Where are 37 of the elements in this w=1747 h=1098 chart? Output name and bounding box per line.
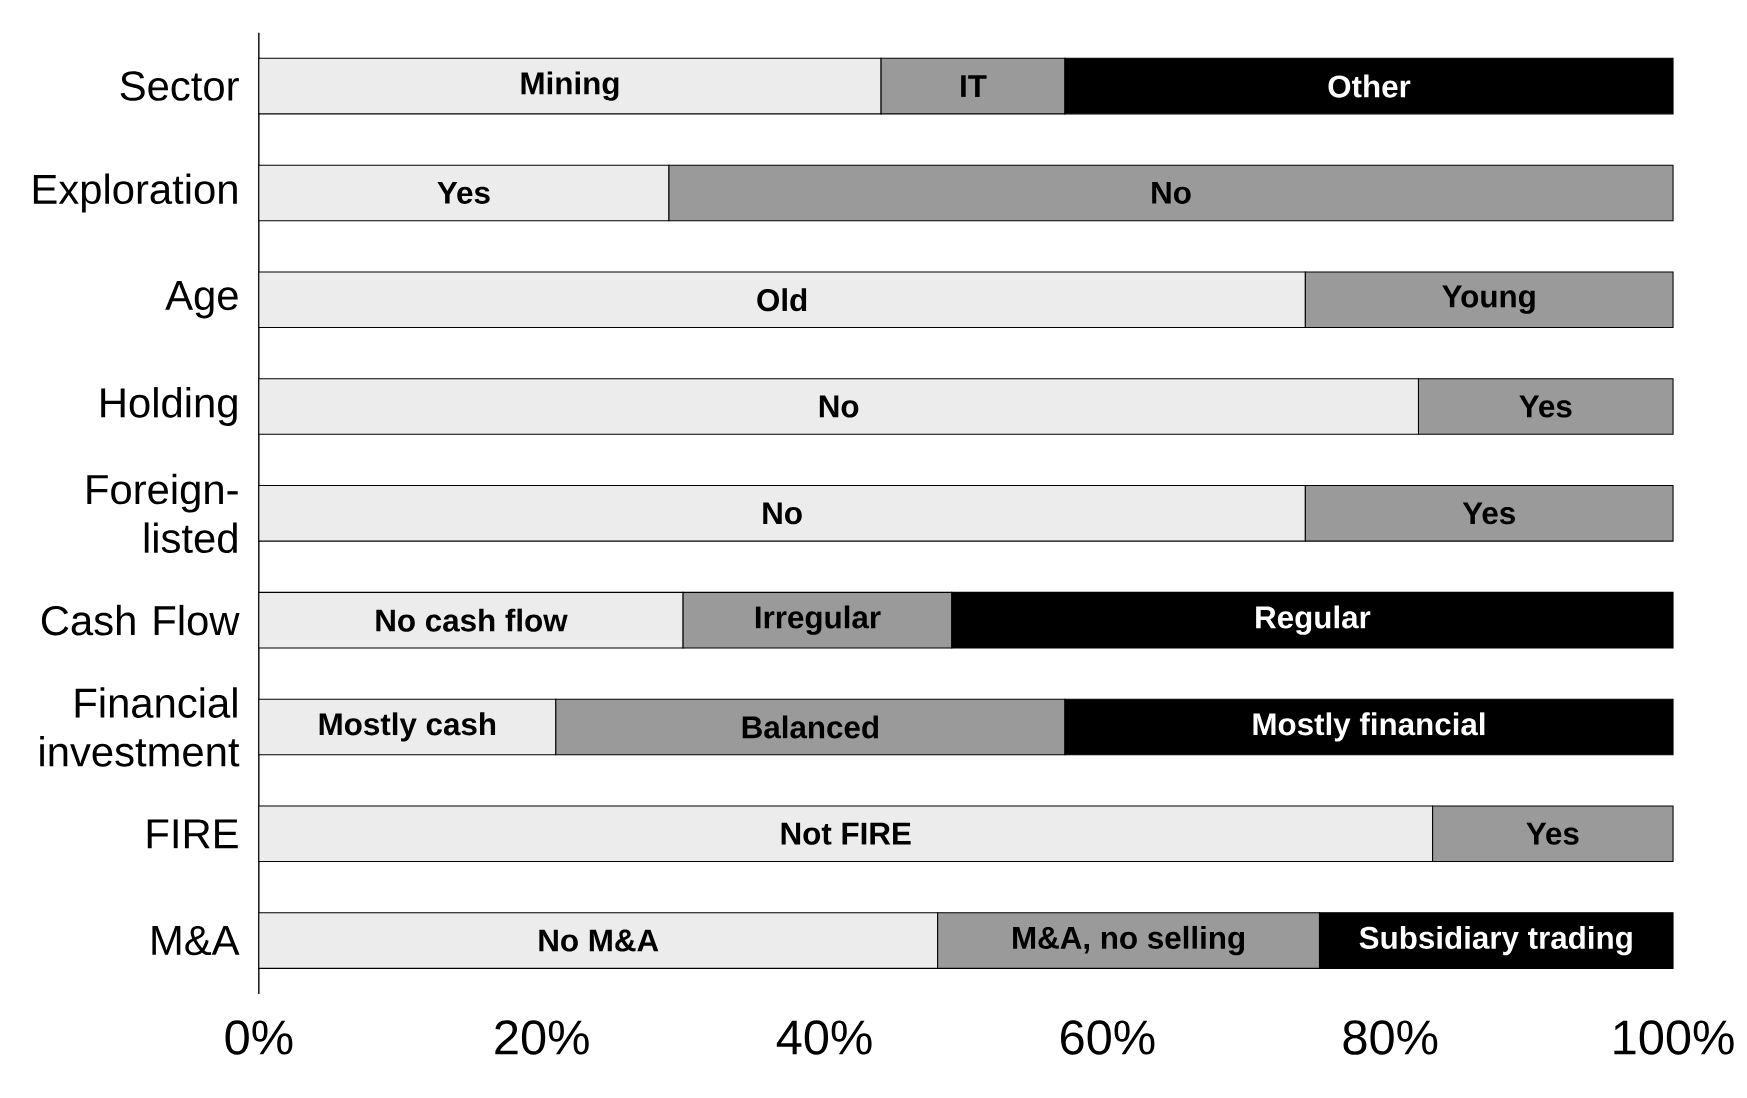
x-tick-label: 40% [776,1020,872,1055]
data-label: Irregular [755,605,881,635]
data-label: No M&A [539,929,659,952]
x-tick-label: 60% [1061,1020,1155,1055]
data-label: Other [1328,74,1411,98]
y-tick-label: FIRE [147,819,238,849]
y-tick-label: Cash Flow [41,604,240,636]
data-label: Mining [521,71,619,101]
data-label: Mostly cash [319,712,496,742]
y-tick-label: Foreign-listed [87,473,238,554]
data-label: Subsidiary trading [1359,925,1632,956]
x-tick-label: 80% [1343,1020,1438,1055]
x-tick-label: 100% [1614,1020,1734,1055]
data-label: Old [757,288,807,312]
data-label: Yes [437,181,490,204]
x-tick-label: 20% [495,1020,589,1055]
y-tick-label: M&A [152,925,240,956]
data-label: M&A, no selling [1013,925,1245,956]
data-label: Mostly financial [1253,712,1485,742]
y-tick-label: Sector [120,71,239,101]
data-label: Yes [1519,395,1572,418]
x-tick-label: 0% [225,1020,293,1055]
data-label: Balanced [742,715,878,739]
data-label: Regular [1256,605,1371,635]
data-label: Yes [1462,502,1515,525]
data-label: No cash flow [376,608,568,632]
data-label: IT [961,75,987,97]
data-label: Yes [1526,822,1579,845]
y-tick-label: Exploration [33,173,237,213]
data-label: Not FIRE [781,822,911,845]
data-label: Young [1442,285,1535,314]
y-tick-label: Age [165,281,238,319]
data-label: No [763,502,802,525]
data-label: No [819,395,859,418]
data-label: No [1152,181,1191,204]
y-tick-label: Financial investment [40,687,240,767]
y-tick-label: Holding [101,387,237,426]
